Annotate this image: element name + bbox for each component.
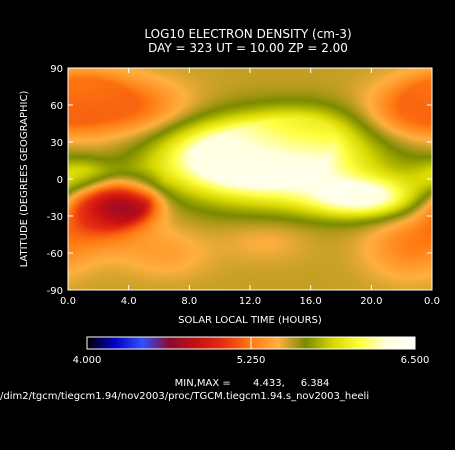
y-tick-label: 0 — [57, 175, 63, 186]
min-max-readout: MIN,MAX = 4.433, 6.384 — [175, 378, 330, 389]
y-tick-label: -90 — [47, 286, 63, 297]
heatmap-image — [68, 68, 432, 290]
colorbar: 4.000 5.250 6.500 — [73, 336, 430, 366]
source-path: /dim2/tgcm/tiegcm1.94/nov2003/proc/TGCM.… — [0, 391, 369, 402]
x-tick-label: 0.0 — [60, 296, 76, 307]
x-tick-label: 16.0 — [300, 296, 322, 307]
y-axis: 90 60 30 0 -30 -60 -90 — [47, 64, 432, 297]
y-tick-label: 60 — [50, 101, 63, 112]
heatmap — [68, 68, 432, 290]
y-tick-label: 30 — [50, 138, 63, 149]
chart-title: LOG10 ELECTRON DENSITY (cm-3) — [144, 27, 351, 41]
colorbar-min-label: 4.000 — [73, 355, 102, 366]
x-tick-label: 4.0 — [121, 296, 137, 307]
colorbar-mid-label: 5.250 — [237, 355, 266, 366]
x-tick-label: 8.0 — [181, 296, 197, 307]
y-tick-label: -30 — [47, 212, 63, 223]
y-axis-label: LATITUDE (DEGREES GEOGRAPHIC) — [19, 91, 30, 268]
x-axis: 0.0 4.0 8.0 12.0 16.0 20.0 0.0 — [60, 68, 440, 307]
y-tick-label: 90 — [50, 64, 63, 75]
x-axis-label: SOLAR LOCAL TIME (HOURS) — [178, 315, 322, 326]
x-tick-label: 0.0 — [424, 296, 440, 307]
x-tick-label: 12.0 — [239, 296, 261, 307]
chart-subtitle: DAY = 323 UT = 10.00 ZP = 2.00 — [148, 41, 348, 55]
colorbar-max-label: 6.500 — [401, 355, 430, 366]
y-tick-label: -60 — [47, 249, 63, 260]
x-tick-label: 20.0 — [360, 296, 382, 307]
